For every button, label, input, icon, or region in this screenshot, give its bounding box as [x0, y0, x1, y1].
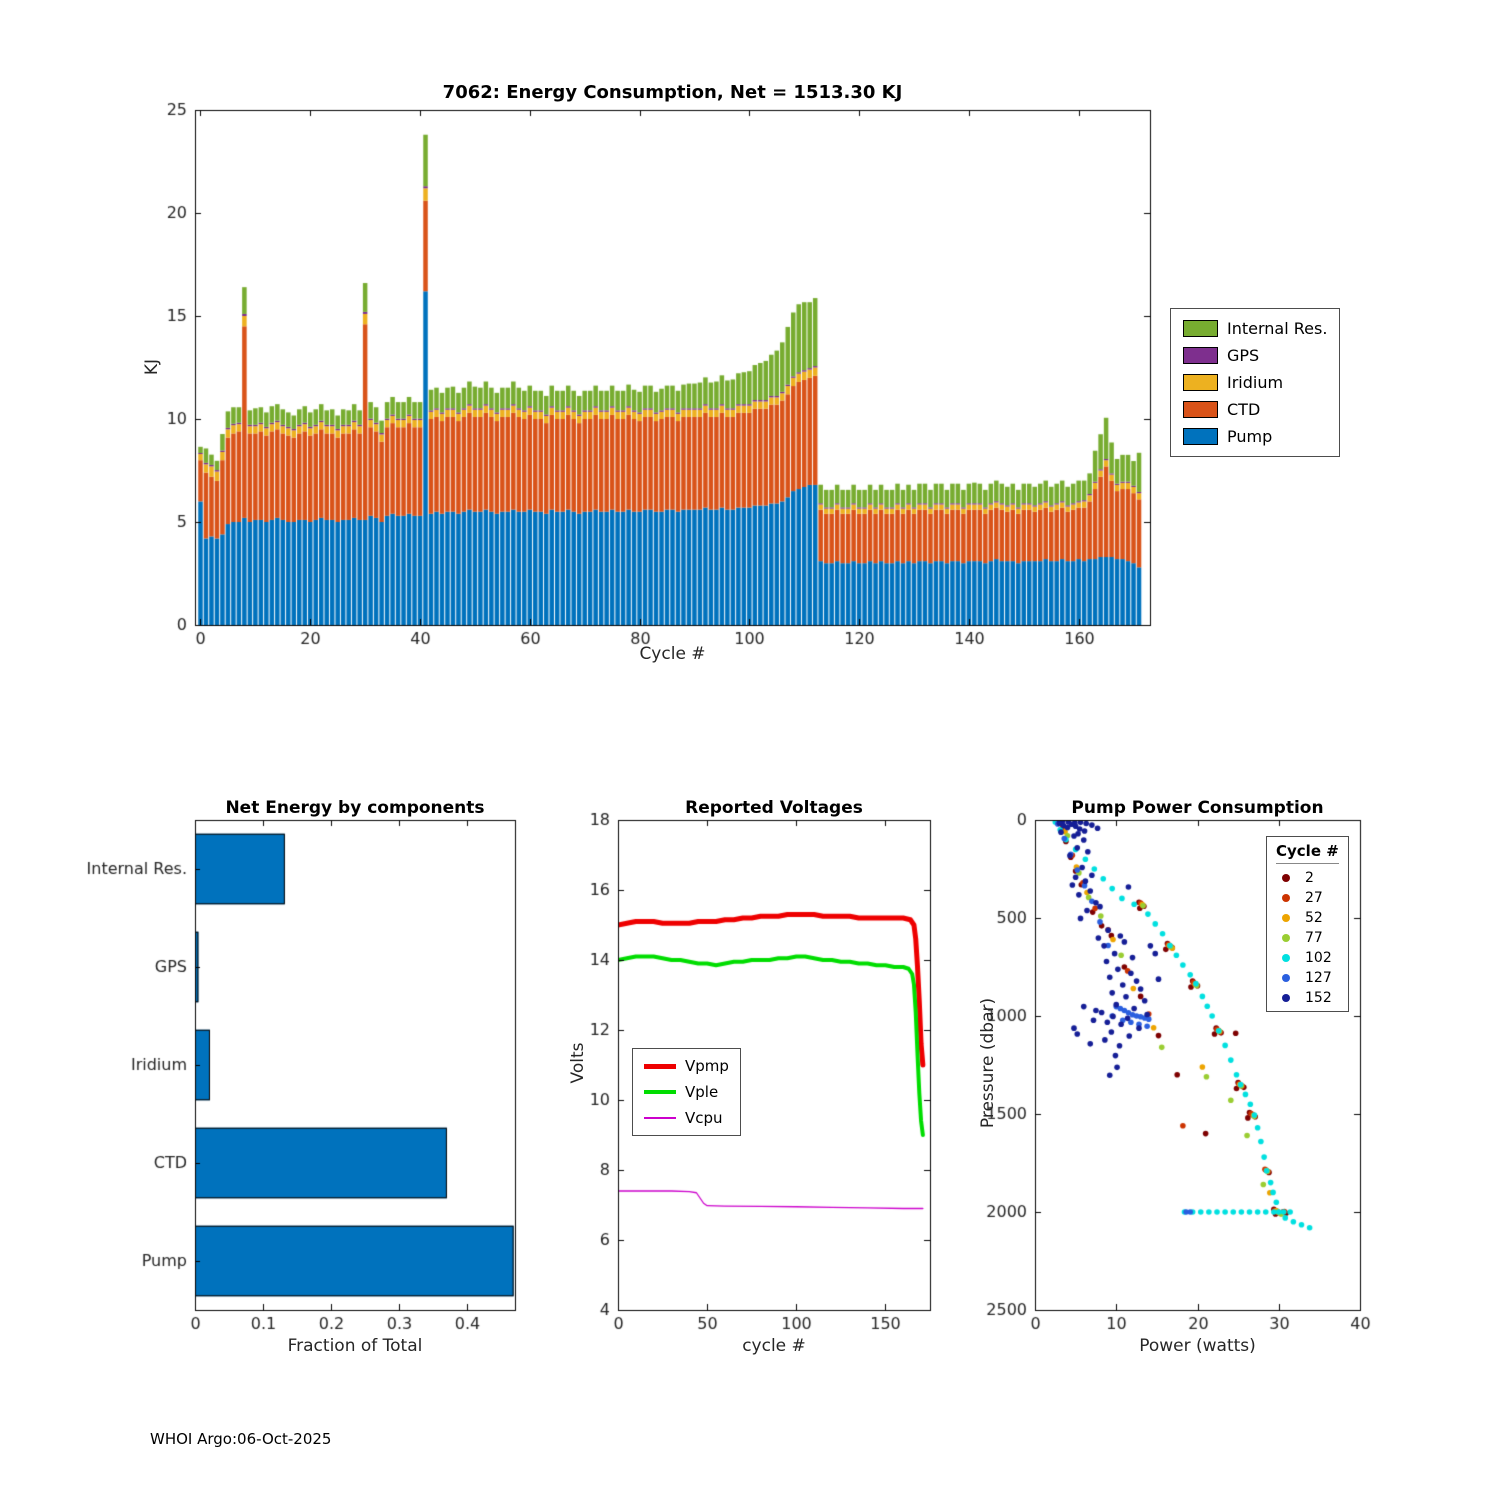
legend-label: 127	[1305, 970, 1332, 986]
energy-legend: Internal Res. GPS Iridium CTD Pump	[1170, 308, 1341, 457]
footer-text: WHOI Argo:06-Oct-2025	[150, 1430, 332, 1448]
legend-label: 2	[1305, 870, 1314, 886]
legend-item-27: 27	[1276, 890, 1339, 906]
voltages-legend: Vpmp Vple Vcpu	[632, 1048, 741, 1136]
legend-item-52: 52	[1276, 910, 1339, 926]
legend-label: Pump	[1227, 427, 1273, 446]
legend-item-127: 127	[1276, 970, 1339, 986]
patch-swatch-icon	[1183, 401, 1218, 418]
legend-item-internal-res-: Internal Res.	[1183, 319, 1327, 338]
energy-chart-title: 7062: Energy Consumption, Net = 1513.30 …	[442, 82, 903, 103]
dot-swatch-icon	[1282, 934, 1290, 942]
dot-swatch-icon	[1282, 914, 1290, 922]
legend-item-gps: GPS	[1183, 346, 1327, 365]
dot-swatch-icon	[1282, 894, 1290, 902]
legend-item-2: 2	[1276, 870, 1339, 886]
components-xlabel: Fraction of Total	[287, 1336, 423, 1356]
voltages-xlabel: cycle #	[742, 1336, 806, 1356]
energy-ylabel: KJ	[142, 358, 162, 376]
patch-swatch-icon	[1183, 374, 1218, 391]
legend-item-vple: Vple	[644, 1083, 729, 1101]
legend-label: Vcpu	[685, 1109, 723, 1127]
legend-label: 152	[1305, 990, 1332, 1006]
legend-label: Internal Res.	[1227, 319, 1328, 338]
pump-legend-title: Cycle #	[1276, 842, 1339, 864]
legend-item-pump: Pump	[1183, 427, 1327, 446]
dot-swatch-icon	[1282, 974, 1290, 982]
legend-item-152: 152	[1276, 990, 1339, 1006]
dot-swatch-icon	[1282, 954, 1290, 962]
legend-label: 27	[1305, 890, 1323, 906]
legend-label: 102	[1305, 950, 1332, 966]
pump-power-chart-title: Pump Power Consumption	[1071, 798, 1324, 818]
legend-label: CTD	[1227, 400, 1261, 419]
pump-power-legend: Cycle # 2 27 52 77 102 127 152	[1266, 836, 1349, 1012]
voltages-chart-title: Reported Voltages	[685, 798, 863, 818]
legend-item-ctd: CTD	[1183, 400, 1327, 419]
patch-swatch-icon	[1183, 428, 1218, 445]
legend-item-iridium: Iridium	[1183, 373, 1327, 392]
components-chart-title: Net Energy by components	[225, 798, 485, 818]
legend-label: Vpmp	[685, 1057, 729, 1075]
dot-swatch-icon	[1282, 994, 1290, 1002]
patch-swatch-icon	[1183, 347, 1218, 364]
pump-power-ylabel: Pressure (dbar)	[978, 997, 998, 1129]
legend-item-102: 102	[1276, 950, 1339, 966]
legend-label: Iridium	[1227, 373, 1284, 392]
legend-label: 52	[1305, 910, 1323, 926]
line-swatch-icon	[644, 1090, 676, 1094]
dot-swatch-icon	[1282, 874, 1290, 882]
legend-item-vcpu: Vcpu	[644, 1109, 729, 1127]
legend-item-vpmp: Vpmp	[644, 1057, 729, 1075]
legend-label: Vple	[685, 1083, 719, 1101]
line-swatch-icon	[644, 1117, 676, 1119]
legend-item-77: 77	[1276, 930, 1339, 946]
legend-label: GPS	[1227, 346, 1260, 365]
voltages-ylabel: Volts	[568, 1042, 588, 1084]
patch-swatch-icon	[1183, 320, 1218, 337]
line-swatch-icon	[644, 1063, 676, 1069]
energy-xlabel: Cycle #	[639, 644, 706, 664]
pump-power-xlabel: Power (watts)	[1139, 1336, 1256, 1356]
legend-label: 77	[1305, 930, 1323, 946]
